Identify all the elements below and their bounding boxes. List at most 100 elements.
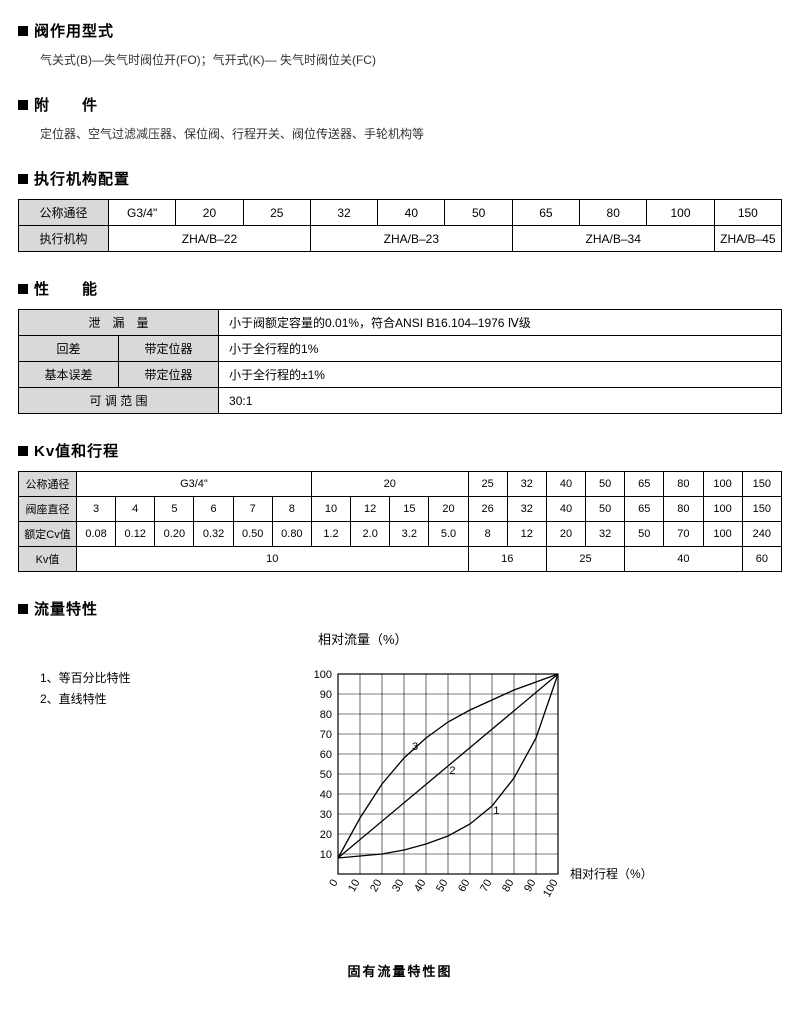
cell: 50 (586, 472, 625, 497)
cell: 0.50 (233, 522, 272, 547)
list-item: 1、等百分比特性 (40, 669, 288, 686)
cell: 0.20 (155, 522, 194, 547)
cell: 0.32 (194, 522, 233, 547)
cell: 80 (664, 472, 703, 497)
square-bullet-icon (18, 174, 28, 184)
svg-text:40: 40 (320, 789, 332, 801)
cell: 32 (507, 472, 546, 497)
section-accessories: 附 件 定位器、空气过滤减压器、保位阀、行程开关、阀位传送器、手轮机构等 (18, 94, 782, 142)
cell: ZHA/B–22 (109, 226, 311, 252)
cell: 5.0 (429, 522, 468, 547)
cell: 50 (625, 522, 664, 547)
cell: 20 (311, 472, 468, 497)
cell: 可 调 范 围 (19, 388, 219, 414)
cell: ZHA/B–34 (512, 226, 714, 252)
cell: 100 (703, 522, 742, 547)
cell: 25 (243, 200, 310, 226)
cell: 20 (546, 522, 585, 547)
svg-text:10: 10 (346, 878, 363, 895)
svg-text:20: 20 (368, 878, 385, 895)
table-row: 阀座直径 3 4 5 6 7 8 10 12 15 20 26 32 40 50… (19, 497, 782, 522)
heading-text: 流量特性 (34, 598, 98, 619)
square-bullet-icon (18, 284, 28, 294)
cell: 10 (77, 547, 469, 572)
svg-text:40: 40 (412, 878, 429, 895)
cell: 12 (507, 522, 546, 547)
cell: 16 (468, 547, 546, 572)
svg-text:50: 50 (320, 769, 332, 781)
section-flow: 流量特性 1、等百分比特性 2、直线特性 相对流量（%） 10203040506… (18, 598, 782, 980)
svg-text:70: 70 (478, 878, 495, 895)
cell: 小于阀额定容量的0.01%，符合ANSI B16.104–1976 Ⅳ级 (219, 310, 782, 336)
cell: 0.12 (116, 522, 155, 547)
svg-text:100: 100 (541, 878, 561, 900)
cell: 12 (351, 497, 390, 522)
table-row: Kv值 10 16 25 40 60 (19, 547, 782, 572)
cell: 32 (310, 200, 377, 226)
heading-accessories: 附 件 (18, 94, 782, 115)
table-row: 可 调 范 围 30:1 (19, 388, 782, 414)
cell: 小于全行程的1% (219, 336, 782, 362)
cell: 2.0 (351, 522, 390, 547)
cell: 带定位器 (119, 362, 219, 388)
square-bullet-icon (18, 604, 28, 614)
cell: ZHA/B–23 (310, 226, 512, 252)
flow-chart: 1020304050607080901000102030405060708090… (288, 664, 708, 924)
cell: 基本误差 (19, 362, 119, 388)
cell: 240 (742, 522, 781, 547)
heading-kv: Kv值和行程 (18, 440, 782, 461)
chart-caption: 固有流量特性图 (18, 961, 782, 980)
svg-text:3: 3 (412, 741, 418, 753)
cell: 32 (586, 522, 625, 547)
heading-performance: 性 能 (18, 278, 782, 299)
svg-text:80: 80 (500, 878, 517, 895)
svg-text:100: 100 (314, 669, 332, 681)
section-valve-action: 阀作用型式 气关式(B)—失气时阀位开(FO)；气开式(K)— 失气时阀位关(F… (18, 20, 782, 68)
cell: 65 (512, 200, 579, 226)
accessories-body: 定位器、空气过滤减压器、保位阀、行程开关、阀位传送器、手轮机构等 (18, 125, 782, 142)
cell: 8 (272, 497, 311, 522)
section-kv: Kv值和行程 公称通径 G3/4" 20 25 32 40 50 65 80 1… (18, 440, 782, 572)
heading-valve-action: 阀作用型式 (18, 20, 782, 41)
valve-action-body: 气关式(B)—失气时阀位开(FO)；气开式(K)— 失气时阀位关(FC) (18, 51, 782, 68)
svg-text:80: 80 (320, 709, 332, 721)
cell: 15 (390, 497, 429, 522)
svg-text:2: 2 (449, 765, 455, 777)
cell: 0.08 (77, 522, 116, 547)
row-label: Kv值 (19, 547, 77, 572)
svg-text:70: 70 (320, 729, 332, 741)
svg-text:90: 90 (320, 689, 332, 701)
cell: ZHA/B–45 (714, 226, 781, 252)
cell: 60 (742, 547, 781, 572)
table-row: 基本误差 带定位器 小于全行程的±1% (19, 362, 782, 388)
cell: 4 (116, 497, 155, 522)
square-bullet-icon (18, 26, 28, 36)
cell: G3/4" (109, 200, 176, 226)
section-actuator: 执行机构配置 公称通径 G3/4" 20 25 32 40 50 65 80 1… (18, 168, 782, 252)
row-label: 额定Cv值 (19, 522, 77, 547)
table-row: 公称通径 G3/4" 20 25 32 40 50 65 80 100 150 (19, 200, 782, 226)
cell: 6 (194, 497, 233, 522)
cell: 32 (507, 497, 546, 522)
cell: 150 (742, 497, 781, 522)
cell: 8 (468, 522, 507, 547)
cell: 3.2 (390, 522, 429, 547)
cell: 50 (445, 200, 512, 226)
svg-text:90: 90 (522, 878, 539, 895)
heading-flow: 流量特性 (18, 598, 782, 619)
flow-legend: 1、等百分比特性 2、直线特性 (18, 629, 288, 927)
cell: 80 (664, 497, 703, 522)
cell: 20 (176, 200, 243, 226)
cell: 50 (586, 497, 625, 522)
kv-table: 公称通径 G3/4" 20 25 32 40 50 65 80 100 150 … (18, 471, 782, 572)
section-performance: 性 能 泄 漏 量 小于阀额定容量的0.01%，符合ANSI B16.104–1… (18, 278, 782, 414)
list-item: 2、直线特性 (40, 690, 288, 707)
svg-text:20: 20 (320, 829, 332, 841)
svg-text:60: 60 (320, 749, 332, 761)
cell: 30:1 (219, 388, 782, 414)
svg-text:60: 60 (456, 878, 473, 895)
row-label: 公称通径 (19, 472, 77, 497)
actuator-table: 公称通径 G3/4" 20 25 32 40 50 65 80 100 150 … (18, 199, 782, 252)
cell: 80 (580, 200, 647, 226)
table-row: 执行机构 ZHA/B–22 ZHA/B–23 ZHA/B–34 ZHA/B–45 (19, 226, 782, 252)
